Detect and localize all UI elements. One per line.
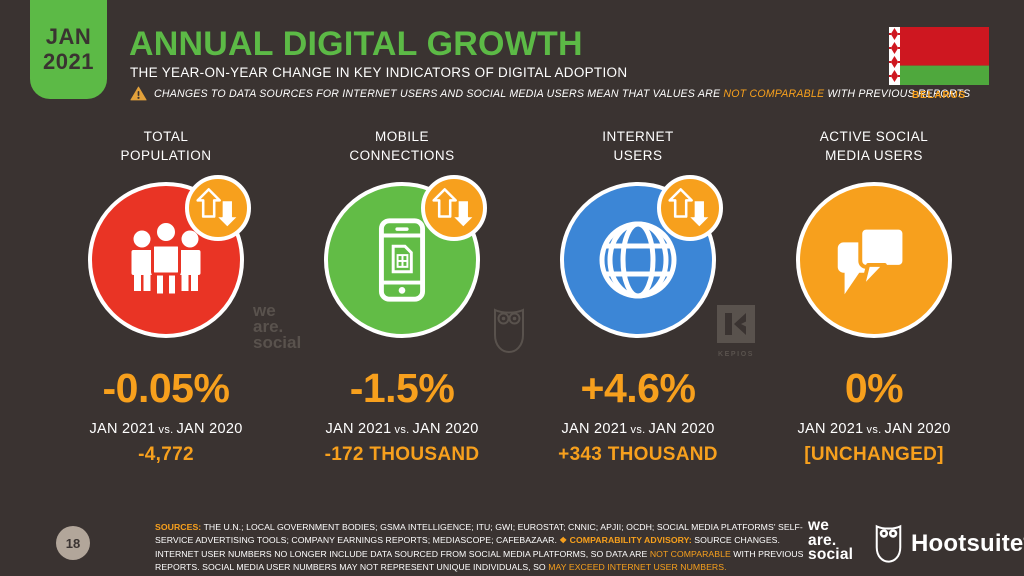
up-down-change-badge	[657, 175, 723, 241]
growth-value: -1.5%	[349, 365, 455, 411]
absolute-change: [UNCHANGED]	[804, 444, 944, 465]
globe-icon	[599, 221, 677, 299]
sources-note: SOURCES: THE U.N.; LOCAL GOVERNMENT BODI…	[155, 522, 804, 573]
indicator-label: MOBILE CONNECTIONS	[349, 129, 455, 163]
page-title: ANNUAL DIGITAL GROWTH	[129, 25, 583, 63]
page-subtitle: THE YEAR-ON-YEAR CHANGE IN KEY INDICATOR…	[130, 65, 628, 80]
sources-label: SOURCES:	[155, 522, 202, 532]
date-badge: JAN 2021	[30, 0, 107, 99]
up-down-arrows-icon	[196, 188, 240, 229]
warning-text: CHANGES TO DATA SOURCES FOR INTERNET USE…	[154, 87, 971, 100]
population-circle	[88, 182, 244, 338]
kepios-label: KEPIOS	[717, 351, 755, 358]
hootsuite-logo: Hootsuite®	[874, 523, 1024, 565]
growth-value: -0.05%	[102, 365, 230, 411]
comparison-period: JAN 2021 vs. JAN 2020	[561, 421, 715, 437]
absolute-change: -4,772	[138, 444, 194, 465]
up-down-change-badge	[421, 175, 487, 241]
indicator-label: TOTAL POPULATION	[120, 129, 212, 163]
up-down-change-badge	[185, 175, 251, 241]
indicator-internet-users: INTERNET USERS	[520, 128, 756, 466]
country-label: BELARUS	[912, 90, 966, 101]
up-down-arrows-icon	[668, 188, 712, 229]
kepios-watermark: KEPIOS	[712, 305, 760, 358]
indicator-label: ACTIVE SOCIAL MEDIA USERS	[819, 129, 929, 163]
hootsuite-wordmark: Hootsuite®	[911, 530, 1024, 557]
advisory-label: ❖ COMPARABILITY ADVISORY:	[559, 535, 692, 546]
we-are-social-watermark: we are. social	[253, 301, 302, 353]
social-circle	[796, 182, 952, 338]
absolute-change: +343 THOUSAND	[558, 444, 718, 465]
we-are-social-logo: we are. social	[808, 517, 854, 564]
warning-triangle-icon	[130, 86, 147, 101]
date-year: 2021	[43, 48, 94, 74]
indicator-columns: TOTAL POPULATION	[48, 128, 992, 466]
people-icon	[131, 220, 201, 297]
indicator-label: INTERNET USERS	[602, 129, 674, 163]
comparison-period: JAN 2021 vs. JAN 2020	[325, 421, 479, 437]
growth-value: +4.6%	[580, 365, 696, 411]
hootsuite-owl-icon	[875, 524, 902, 563]
sim-phone-icon	[378, 218, 426, 302]
hootsuite-owl-watermark	[492, 306, 526, 361]
comparability-warning: CHANGES TO DATA SOURCES FOR INTERNET USE…	[130, 86, 970, 101]
comparison-period: JAN 2021 vs. JAN 2020	[89, 421, 243, 437]
belarus-flag	[889, 27, 989, 85]
up-down-arrows-icon	[432, 188, 476, 229]
indicator-total-population: TOTAL POPULATION	[48, 128, 284, 466]
page-number: 18	[56, 526, 90, 560]
indicator-mobile-connections: MOBILE CONNECTIONS	[284, 128, 520, 466]
warning-highlight: NOT COMPARABLE	[723, 87, 825, 100]
absolute-change: -172 THOUSAND	[324, 444, 480, 465]
kepios-logo-icon	[717, 305, 755, 343]
comparison-period: JAN 2021 vs. JAN 2020	[797, 421, 951, 437]
chat-bubbles-icon	[837, 225, 907, 295]
date-month: JAN	[45, 23, 92, 49]
growth-value: 0%	[844, 365, 904, 411]
indicator-social-media-users: ACTIVE SOCIAL MEDIA USERS	[756, 128, 992, 466]
